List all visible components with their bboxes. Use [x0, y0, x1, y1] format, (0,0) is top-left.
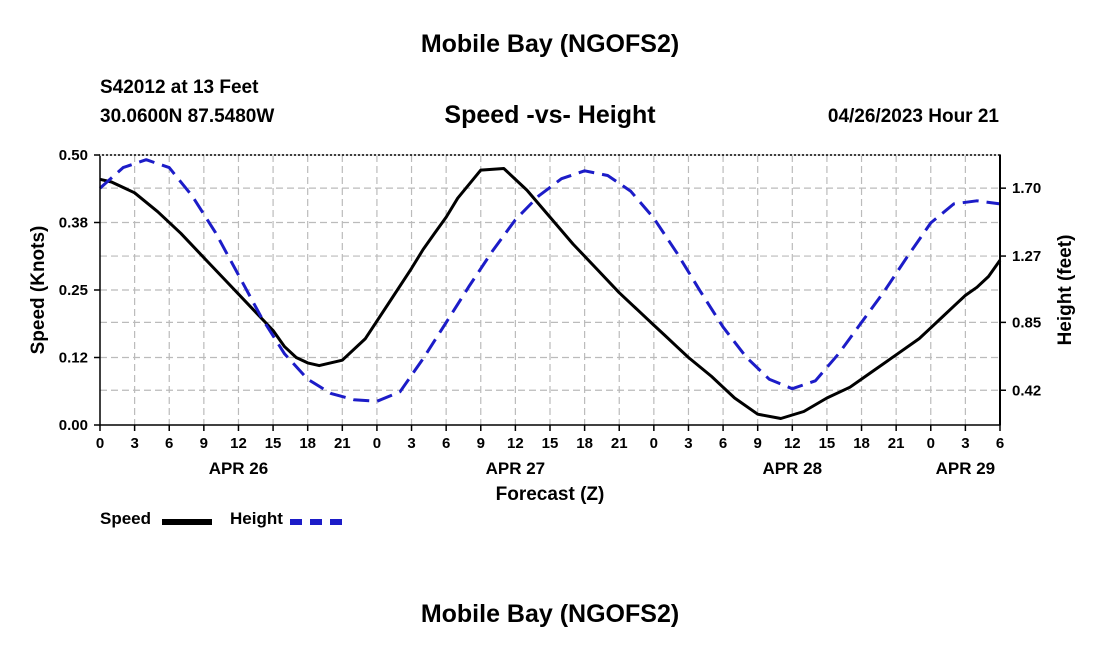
x-tick-label: 0 — [650, 435, 658, 452]
y2-tick-label: 1.27 — [1012, 248, 1041, 265]
x-tick-label: 12 — [230, 435, 247, 452]
x-tick-label: 9 — [754, 435, 762, 452]
x-tick-label: 3 — [407, 435, 415, 452]
x-tick-label: 9 — [477, 435, 485, 452]
x-tick-label: 15 — [819, 435, 836, 452]
y2-tick-label: 1.70 — [1012, 180, 1041, 197]
x-tick-label: 0 — [927, 435, 935, 452]
y-tick-label: 0.50 — [59, 147, 88, 164]
legend-speed-label: Speed — [100, 509, 152, 528]
x-tick-label: 6 — [442, 435, 450, 452]
date-label: APR 29 — [936, 459, 996, 478]
x-tick-label: 21 — [888, 435, 905, 452]
x-axis-title: Forecast (Z) — [496, 484, 605, 505]
x-tick-label: 6 — [719, 435, 727, 452]
x-tick-label: 18 — [299, 435, 316, 452]
y-tick-label: 0.38 — [59, 215, 88, 232]
legend-height-swatch — [290, 519, 342, 525]
footer-title: Mobile Bay (NGOFS2) — [420, 600, 680, 628]
y-tick-label: 0.25 — [59, 282, 88, 299]
x-tick-label: 18 — [853, 435, 870, 452]
x-tick-label: 3 — [961, 435, 969, 452]
x-tick-label: 3 — [684, 435, 692, 452]
coordinates-label: 30.0600N 87.5480W — [100, 106, 275, 127]
x-tick-label: 6 — [165, 435, 173, 452]
series-line-speed — [99, 167, 1002, 420]
x-tick-label: 21 — [334, 435, 351, 452]
x-tick-label: 3 — [130, 435, 138, 452]
x-tick-label: 12 — [507, 435, 524, 452]
legend-speed-swatch — [162, 519, 212, 525]
y-tick-label: 0.00 — [59, 417, 88, 434]
x-tick-label: 12 — [784, 435, 801, 452]
chart-title: Mobile Bay (NGOFS2) — [420, 30, 680, 58]
x-tick-label: 18 — [576, 435, 593, 452]
x-tick-label: 15 — [542, 435, 559, 452]
forecast-datetime: 04/26/2023 Hour 21 — [827, 106, 999, 127]
y2-tick-label: 0.85 — [1012, 314, 1041, 331]
y-axis-title: Speed (Knots) — [28, 226, 49, 355]
x-tick-label: 21 — [611, 435, 628, 452]
y-tick-label: 0.12 — [59, 350, 88, 367]
x-tick-label: 0 — [96, 435, 104, 452]
legend-height-label: Height — [230, 509, 283, 528]
chart-subtitle: Speed -vs- Height — [444, 101, 656, 129]
x-tick-label: 6 — [996, 435, 1004, 452]
y2-axis-title: Height (feet) — [1055, 235, 1076, 346]
x-tick-label: 0 — [373, 435, 381, 452]
station-label: S42012 at 13 Feet — [100, 77, 259, 98]
x-tick-label: 15 — [265, 435, 282, 452]
date-label: APR 28 — [763, 459, 823, 478]
series-line-height — [99, 158, 1001, 403]
date-label: APR 27 — [486, 459, 546, 478]
y2-tick-label: 0.42 — [1012, 382, 1041, 399]
date-label: APR 26 — [209, 459, 269, 478]
x-tick-label: 9 — [200, 435, 208, 452]
